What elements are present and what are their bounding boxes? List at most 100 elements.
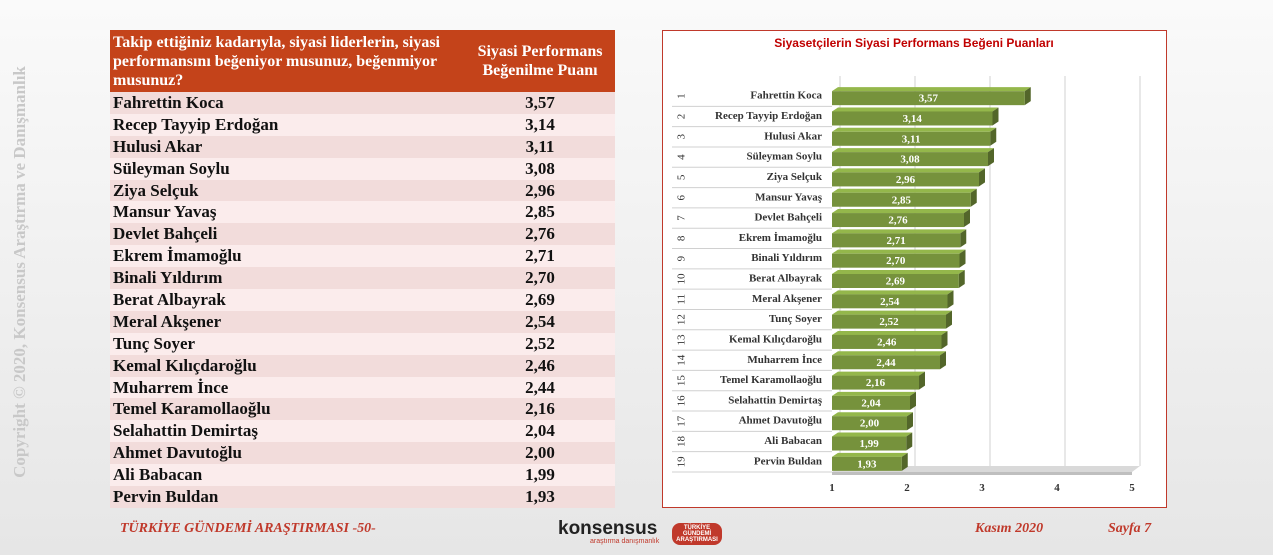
bar-side bbox=[907, 412, 913, 431]
table-row: Tunç Soyer 2,52 bbox=[110, 332, 615, 355]
name-cell: Meral Akşener bbox=[110, 310, 465, 333]
bar-top bbox=[832, 127, 997, 132]
y-tick-label: Kemal Kılıçdaroğlu bbox=[729, 333, 822, 345]
bar-top bbox=[832, 310, 952, 315]
value-label: 2,52 bbox=[879, 316, 899, 328]
value-label: 2,16 bbox=[866, 377, 886, 389]
table-row: Muharrem İnce 2,44 bbox=[110, 376, 615, 399]
bar-side bbox=[959, 249, 966, 268]
logo: konsensus bbox=[558, 518, 658, 539]
rank-label: 2 bbox=[676, 114, 688, 120]
bar bbox=[832, 395, 910, 410]
score-cell: 2,00 bbox=[465, 442, 615, 465]
score-cell: 3,08 bbox=[465, 157, 615, 180]
bar-top bbox=[832, 249, 966, 254]
rank-label: 15 bbox=[676, 375, 688, 387]
bar bbox=[832, 294, 948, 309]
table: Takip ettiğiniz kadarıyla, siyasi liderl… bbox=[110, 30, 615, 508]
floor-edge bbox=[832, 472, 1132, 475]
bar bbox=[832, 111, 993, 126]
x-tick-label: 1 bbox=[829, 482, 835, 494]
score-cell: 2,71 bbox=[465, 245, 615, 268]
table-row: Temel Karamollaoğlu 2,16 bbox=[110, 398, 615, 421]
rank-label: 14 bbox=[676, 354, 688, 366]
score-cell: 2,46 bbox=[465, 354, 615, 377]
value-label: 1,99 bbox=[860, 438, 880, 450]
bar-side bbox=[964, 209, 970, 228]
bar-top bbox=[832, 432, 913, 437]
header-row: Takip ettiğiniz kadarıyla, siyasi liderl… bbox=[110, 30, 615, 92]
bar-top bbox=[832, 188, 977, 193]
name-cell: Ekrem İmamoğlu bbox=[110, 245, 465, 268]
y-tick-label: Tunç Soyer bbox=[769, 313, 822, 325]
value-label: 2,71 bbox=[887, 235, 906, 247]
y-tick-label: Pervin Buldan bbox=[754, 455, 822, 467]
value-label: 2,44 bbox=[876, 357, 896, 369]
table-row: Binali Yıldırım 2,70 bbox=[110, 267, 615, 290]
bar-side bbox=[910, 391, 916, 410]
bar-side bbox=[919, 371, 925, 390]
bar bbox=[832, 314, 946, 329]
name-cell: Kemal Kılıçdaroğlu bbox=[110, 354, 465, 377]
footer-date: Kasım 2020 bbox=[975, 521, 1044, 536]
y-tick-label: Selahattin Demirtaş bbox=[728, 394, 823, 406]
table-row: Berat Albayrak 2,69 bbox=[110, 289, 615, 311]
bar bbox=[832, 274, 959, 288]
bar-top bbox=[832, 107, 999, 112]
name-cell: Recep Tayyip Erdoğan bbox=[110, 113, 465, 136]
value-label: 2,69 bbox=[886, 276, 906, 288]
y-tick-label: Ziya Selçuk bbox=[767, 171, 823, 183]
bar-side bbox=[941, 330, 948, 349]
value-label: 2,46 bbox=[877, 336, 897, 348]
bar-top bbox=[832, 452, 908, 457]
rank-label: 10 bbox=[676, 273, 688, 285]
table-row: Pervin Buldan 1,93 bbox=[110, 486, 615, 508]
bar bbox=[832, 375, 919, 390]
y-tick-label: Muharrem İnce bbox=[747, 354, 822, 366]
chart-title: Siyasetçilerin Siyasi Performans Beğeni … bbox=[774, 36, 1053, 50]
value-label: 2,70 bbox=[886, 255, 906, 267]
x-tick-label: 4 bbox=[1054, 482, 1060, 494]
rank-label: 4 bbox=[676, 154, 688, 160]
name-cell: Süleyman Soylu bbox=[110, 157, 465, 180]
bar-top bbox=[832, 168, 985, 173]
bar-side bbox=[940, 351, 946, 370]
table-row: Devlet Bahçeli 2,76 bbox=[110, 223, 615, 246]
value-label: 3,14 bbox=[903, 113, 923, 125]
rank-label: 3 bbox=[676, 134, 688, 140]
rank-label: 12 bbox=[676, 314, 688, 325]
rank-label: 16 bbox=[676, 395, 688, 407]
score-cell: 1,93 bbox=[465, 486, 615, 508]
bar-top bbox=[832, 351, 946, 356]
score-cell: 2,52 bbox=[465, 332, 615, 355]
badge: TÜRKİYE GÜNDEMİ ARAŞTIRMASI bbox=[672, 523, 722, 545]
bar-side bbox=[958, 270, 965, 288]
bar bbox=[832, 213, 964, 228]
bar-side bbox=[990, 127, 997, 146]
value-label: 3,11 bbox=[902, 133, 921, 145]
name-cell: Ali Babacan bbox=[110, 464, 465, 487]
table-row: Selahattin Demirtaş 2,04 bbox=[110, 420, 615, 443]
score-cell: 2,96 bbox=[465, 179, 615, 202]
name-cell: Temel Karamollaoğlu bbox=[110, 398, 465, 421]
bar bbox=[832, 436, 907, 451]
bar bbox=[832, 334, 942, 349]
bar bbox=[832, 152, 988, 167]
bar-side bbox=[906, 432, 913, 451]
name-cell: Tunç Soyer bbox=[110, 332, 465, 355]
x-tick-label: 2 bbox=[904, 482, 910, 494]
rank-label: 13 bbox=[676, 334, 688, 346]
value-label: 2,00 bbox=[860, 418, 880, 430]
name-cell: Pervin Buldan bbox=[110, 486, 465, 508]
bar-side bbox=[992, 107, 999, 126]
rank-label: 7 bbox=[676, 215, 688, 221]
logo-sub: araştırma danışmanlık bbox=[590, 538, 660, 545]
bar-side bbox=[970, 188, 977, 207]
score-cell: 2,16 bbox=[465, 398, 615, 421]
bar-top bbox=[832, 229, 967, 234]
bar bbox=[832, 91, 1025, 106]
bar-top bbox=[832, 371, 925, 376]
bar-side bbox=[960, 229, 967, 248]
bar-top bbox=[832, 391, 916, 396]
